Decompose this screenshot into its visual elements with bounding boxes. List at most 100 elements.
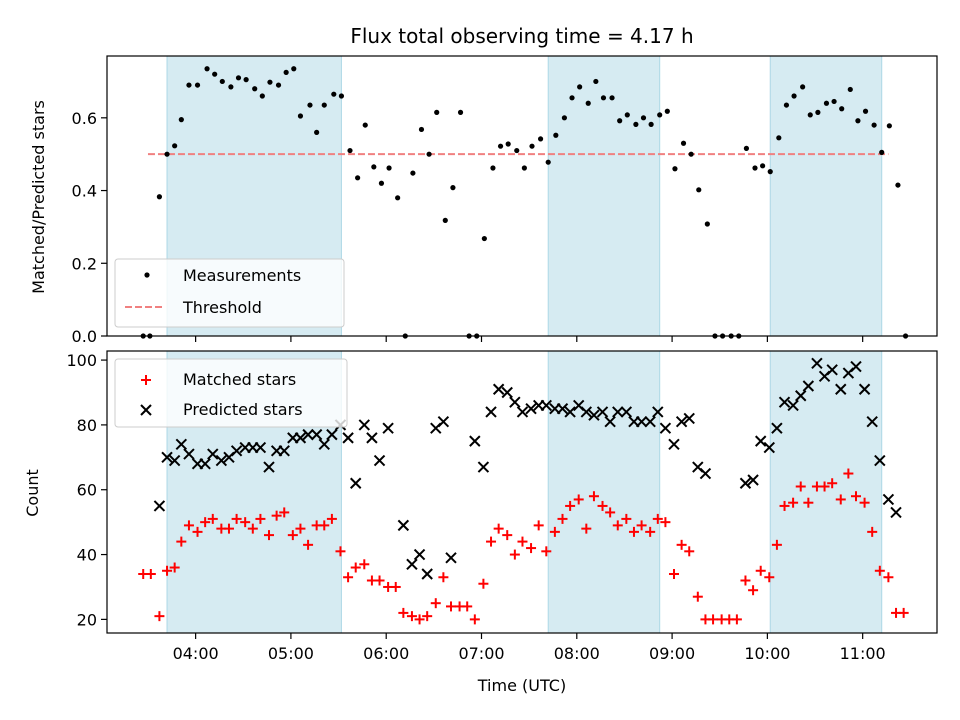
- matched-star-point: [145, 569, 156, 580]
- predicted-star-stroke: [207, 448, 219, 460]
- predicted-star-stroke: [556, 402, 569, 415]
- measurement-point: [743, 145, 750, 151]
- matched-star-point: [668, 569, 679, 580]
- counts-observing-window: [770, 351, 882, 633]
- matched-star-point: [605, 507, 616, 518]
- legend-measurements: Measurements: [144, 266, 301, 285]
- counts-y-tick-label: 100: [66, 351, 97, 370]
- predicted-star-point: [755, 435, 767, 447]
- matched-star-point: [279, 507, 290, 518]
- measurement-point: [490, 165, 496, 171]
- predicted-star-stroke: [469, 435, 481, 447]
- predicted-star-stroke: [516, 406, 529, 418]
- matched-star-point: [588, 491, 599, 502]
- matched-star-point: [795, 481, 806, 492]
- predicted-star-point: [373, 454, 386, 467]
- legend-measurements-marker: [144, 272, 150, 278]
- matched-star-point: [271, 510, 282, 521]
- matched-star-point: [612, 520, 623, 531]
- measurement-point: [807, 112, 813, 118]
- measurement-point: [752, 165, 758, 171]
- matched-star-point: [788, 497, 799, 508]
- measurement-point: [514, 147, 520, 154]
- predicted-star-stroke: [644, 415, 656, 428]
- measurement-point: [410, 170, 416, 176]
- measurement-point: [553, 132, 559, 138]
- matched-star-point: [835, 494, 846, 505]
- predicted-star-stroke: [675, 415, 688, 428]
- predicted-star-point: [366, 432, 378, 444]
- predicted-star-stroke: [413, 548, 426, 561]
- matched-star-point: [462, 601, 473, 612]
- predicted-star-point: [588, 409, 600, 421]
- measurement-point: [664, 108, 670, 114]
- bottom-y-axis-title: Count: [23, 469, 42, 517]
- matched-star-point: [731, 614, 742, 625]
- predicted-star-stroke: [580, 406, 593, 418]
- x-tick-label: 08:00: [554, 644, 600, 663]
- measurement-point: [331, 91, 337, 97]
- matched-star-point: [803, 497, 814, 508]
- predicted-star-point: [326, 428, 338, 441]
- predicted-star-stroke: [318, 438, 330, 451]
- predicted-star-stroke: [215, 454, 228, 467]
- predicted-star-stroke: [263, 461, 275, 473]
- matched-star-point: [526, 543, 537, 554]
- predicted-star-point: [153, 500, 166, 512]
- measurement-point: [450, 185, 456, 191]
- measurement-point: [537, 136, 544, 142]
- predicted-star-stroke: [699, 467, 712, 480]
- predicted-star-point: [739, 477, 752, 489]
- measurement-point: [212, 71, 218, 77]
- legend-predicted: Predicted stars: [140, 400, 303, 419]
- predicted-star-stroke: [421, 568, 433, 580]
- predicted-star-stroke: [382, 422, 394, 434]
- matched-star-point: [549, 526, 560, 537]
- predicted-star-stroke: [858, 383, 871, 395]
- matched-star-point: [509, 549, 520, 560]
- matched-star-point: [740, 575, 751, 586]
- measurement-point: [434, 109, 440, 115]
- matched-star-point: [422, 611, 433, 622]
- predicted-star-point: [795, 390, 807, 402]
- ratio-y-tick-label: 0.4: [72, 182, 97, 201]
- measurement-point: [617, 118, 623, 124]
- predicted-star-stroke: [168, 454, 181, 467]
- predicted-star-point: [358, 419, 370, 431]
- measurement-point: [442, 217, 448, 223]
- measurement-point: [259, 93, 265, 99]
- predicted-star-stroke: [572, 399, 585, 412]
- counts-observing-window: [548, 351, 660, 633]
- matched-star-point: [748, 585, 759, 596]
- legend-predicted-label: Predicted stars: [183, 400, 303, 419]
- measurement-point: [371, 164, 377, 170]
- predicted-star-point: [882, 493, 895, 506]
- matched-star-point: [319, 520, 330, 531]
- measurement-point: [791, 93, 797, 99]
- counts-axes-frame: [106, 350, 938, 634]
- predicted-star-stroke: [175, 438, 188, 451]
- legend-threshold-label: Threshold: [182, 298, 262, 317]
- predicted-star-stroke: [588, 409, 600, 421]
- x-tick-label: 05:00: [268, 644, 314, 663]
- matched-star-point: [676, 539, 687, 550]
- measurement-point: [577, 84, 583, 90]
- counts-y-tick-label: 40: [77, 546, 97, 565]
- predicted-star-stroke: [230, 445, 243, 457]
- measurement-point: [204, 66, 210, 72]
- matched-star-point: [406, 611, 417, 622]
- predicted-star-point: [540, 399, 553, 412]
- measurement-point: [252, 86, 258, 92]
- predicted-star-point: [469, 435, 481, 447]
- measurement-point: [657, 112, 663, 118]
- matched-star-point: [581, 523, 592, 534]
- measurement-point: [776, 135, 782, 141]
- predicted-star-stroke: [199, 458, 211, 470]
- predicted-star-point: [826, 364, 838, 376]
- measurement-point: [696, 187, 702, 193]
- predicted-star-point: [199, 458, 211, 470]
- matched-star-point: [684, 546, 695, 557]
- measurement-point: [243, 77, 249, 83]
- predicted-star-stroke: [635, 415, 648, 428]
- counts-y-tick-label: 20: [77, 610, 97, 629]
